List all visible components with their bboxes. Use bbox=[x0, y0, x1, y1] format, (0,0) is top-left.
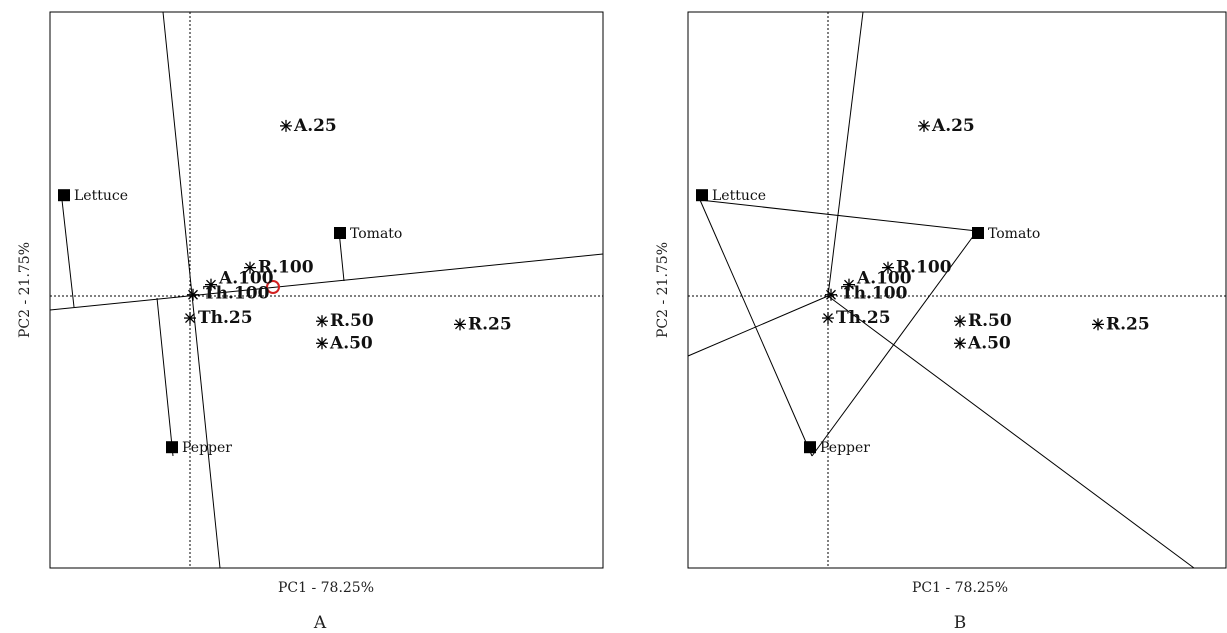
genotype-marker bbox=[184, 312, 196, 325]
panel-a-xlabel: PC1 - 78.25% bbox=[278, 580, 374, 596]
genotype-marker bbox=[454, 318, 466, 331]
panel-b-ylabel: PC2 - 21.75% bbox=[655, 242, 671, 338]
genotype-label: R.100 bbox=[258, 258, 314, 278]
genotype-label: A.50 bbox=[329, 333, 373, 353]
genotype-label: Th.100 bbox=[841, 284, 908, 304]
genotype-marker bbox=[316, 337, 328, 350]
environment-label: Lettuce bbox=[74, 188, 128, 204]
panel-a-env-perpendicular bbox=[156, 297, 174, 457]
genotype-label: R.100 bbox=[896, 258, 952, 278]
genotype-label: Th.100 bbox=[203, 284, 270, 304]
genotype-label: Th.25 bbox=[836, 308, 891, 328]
panel-a-sector-lines bbox=[49, 11, 604, 569]
panel-a-highlight-marker bbox=[266, 280, 280, 294]
environment-marker bbox=[334, 227, 346, 239]
panel-a-letter: A bbox=[313, 613, 327, 633]
genotype-marker bbox=[825, 288, 837, 301]
genotype-marker bbox=[205, 278, 217, 291]
panel-a-env-perpendicular bbox=[61, 199, 75, 308]
genotype-marker bbox=[918, 119, 930, 132]
panel-b-letter: B bbox=[954, 613, 967, 633]
panel-b-polygon-edge bbox=[699, 199, 813, 457]
genotype-label: R.50 bbox=[968, 311, 1012, 331]
panel-a-env-perpendicular bbox=[338, 230, 345, 282]
genotype-marker bbox=[316, 315, 328, 328]
panel-b-polygon-edge bbox=[699, 199, 978, 232]
environment-label: Lettuce bbox=[712, 188, 766, 204]
genotype-label: A.50 bbox=[967, 333, 1011, 353]
environment-label: Tomato bbox=[350, 226, 402, 242]
genotype-label: R.25 bbox=[1106, 314, 1150, 334]
genotype-marker bbox=[244, 261, 256, 274]
genotype-label: A.100 bbox=[856, 269, 912, 289]
panel-b-sector-ray bbox=[687, 295, 829, 357]
genotype-marker bbox=[822, 312, 834, 325]
genotype-marker bbox=[954, 337, 966, 350]
panel-b-sector-ray bbox=[827, 11, 864, 297]
genotype-marker bbox=[882, 261, 894, 274]
environment-marker bbox=[166, 441, 178, 454]
environment-marker bbox=[696, 189, 708, 202]
genotype-label: R.25 bbox=[468, 314, 512, 334]
panel-b-polygon-edge bbox=[811, 230, 978, 457]
genotype-label: A.25 bbox=[931, 116, 975, 136]
environment-label: Tomato bbox=[988, 226, 1040, 242]
genotype-label: A.100 bbox=[218, 269, 274, 289]
environment-marker bbox=[58, 189, 70, 202]
panel-b-sector-ray bbox=[827, 295, 1195, 569]
panel-b-xlabel: PC1 - 78.25% bbox=[912, 580, 1008, 596]
environment-label: Pepper bbox=[820, 440, 870, 456]
panel-b-polygon-lines bbox=[687, 11, 1195, 569]
panel-a-divider-line bbox=[49, 253, 604, 311]
panel-a-ylabel: PC2 - 21.75% bbox=[17, 242, 33, 338]
panel-a-divider-line bbox=[162, 11, 221, 569]
genotype-marker bbox=[1092, 318, 1104, 331]
environment-marker bbox=[972, 227, 984, 239]
genotype-label: R.50 bbox=[330, 311, 374, 331]
genotype-label: Th.25 bbox=[198, 308, 253, 328]
genotype-marker bbox=[954, 315, 966, 328]
genotype-marker bbox=[280, 119, 292, 132]
panel-a-frame bbox=[49, 11, 604, 569]
genotype-label: A.25 bbox=[293, 116, 337, 136]
genotype-marker bbox=[843, 278, 855, 291]
environment-label: Pepper bbox=[182, 440, 232, 456]
panel-b-frame bbox=[687, 11, 1227, 569]
environment-marker bbox=[804, 441, 816, 454]
genotype-marker bbox=[187, 288, 199, 301]
